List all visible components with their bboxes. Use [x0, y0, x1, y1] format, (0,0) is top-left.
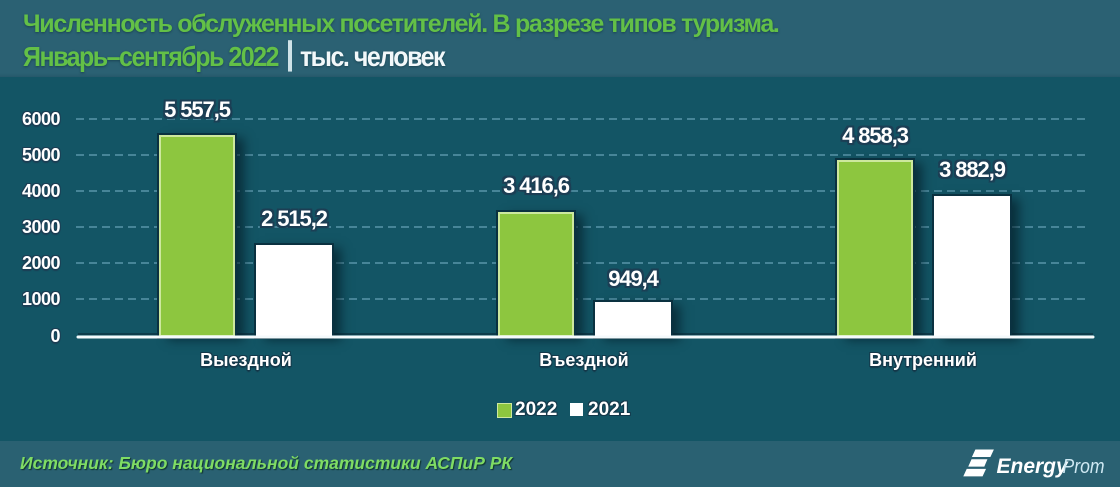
svg-text:Energy: Energy [997, 455, 1070, 478]
svg-text:Prom: Prom [1063, 455, 1105, 478]
